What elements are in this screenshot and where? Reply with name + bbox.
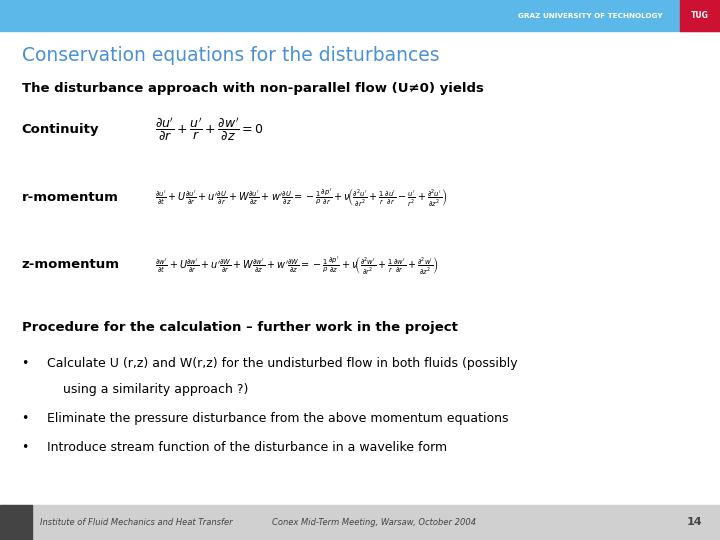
Text: Introduce stream function of the disturbance in a wavelike form: Introduce stream function of the disturb… [47,441,447,454]
Text: Eliminate the pressure disturbance from the above momentum equations: Eliminate the pressure disturbance from … [47,412,508,425]
Text: Institute of Fluid Mechanics and Heat Transfer: Institute of Fluid Mechanics and Heat Tr… [40,518,233,527]
Text: Continuity: Continuity [22,123,99,136]
Text: Conservation equations for the disturbances: Conservation equations for the disturban… [22,46,439,65]
Text: Conex Mid-Term Meeting, Warsaw, October 2004: Conex Mid-Term Meeting, Warsaw, October … [272,518,477,527]
Text: $\frac{\partial u'}{\partial t}+U\frac{\partial u'}{\partial r}+u'\frac{\partial: $\frac{\partial u'}{\partial t}+U\frac{\… [155,186,447,208]
Bar [0,505,32,540]
Text: GRAZ UNIVERSITY OF TECHNOLOGY: GRAZ UNIVERSITY OF TECHNOLOGY [518,12,662,19]
Text: $\dfrac{\partial u'}{\partial r} + \dfrac{u'}{r} + \dfrac{\partial w'}{\partial : $\dfrac{\partial u'}{\partial r} + \dfra… [155,116,264,143]
Text: 14: 14 [686,517,702,528]
Text: TUG: TUG [691,11,708,20]
Text: $\frac{\partial w'}{\partial t}+U\frac{\partial w'}{\partial r}+u'\frac{\partial: $\frac{\partial w'}{\partial t}+U\frac{\… [155,254,438,275]
Bar [0,0,720,31]
Text: •: • [22,357,29,370]
Bar [680,0,720,31]
Text: Calculate U (r,z) and W(r,z) for the undisturbed flow in both fluids (possibly: Calculate U (r,z) and W(r,z) for the und… [47,357,518,370]
Text: r-momentum: r-momentum [22,191,119,204]
Text: •: • [22,412,29,425]
Text: The disturbance approach with non-parallel flow (U≠0) yields: The disturbance approach with non-parall… [22,82,483,95]
Bar [0,505,720,540]
Text: using a similarity approach ?): using a similarity approach ?) [47,383,248,396]
Text: •: • [22,441,29,454]
Text: Procedure for the calculation – further work in the project: Procedure for the calculation – further … [22,321,457,334]
Text: z-momentum: z-momentum [22,258,120,271]
